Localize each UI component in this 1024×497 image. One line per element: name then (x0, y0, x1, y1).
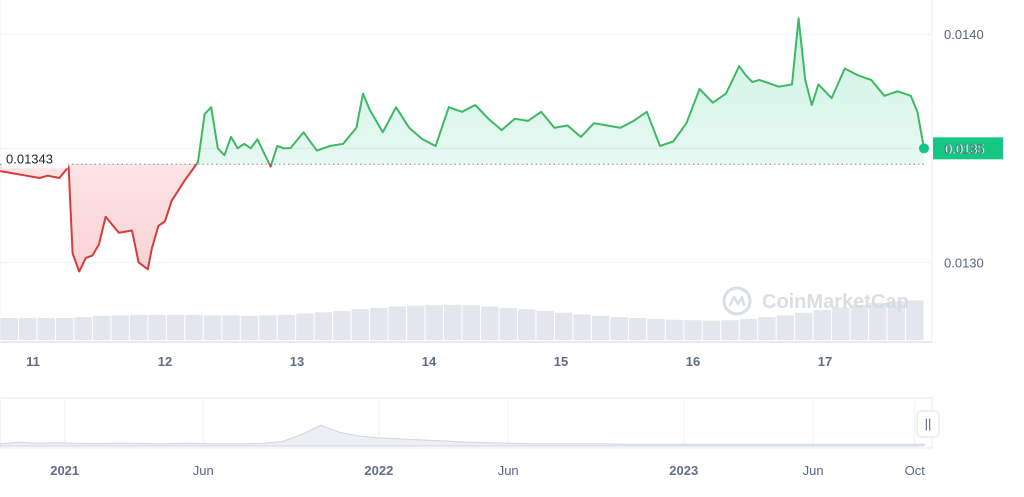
volume-bar (610, 317, 628, 340)
volume-bar (480, 306, 499, 340)
volume-bar (370, 307, 388, 340)
volume-bar (55, 318, 74, 340)
navigator-tick-label: Jun (803, 463, 824, 478)
volume-bar (74, 317, 92, 340)
volume-bar (240, 315, 259, 340)
price-line-up (195, 17, 924, 165)
navigator-tick-label: Jun (498, 463, 519, 478)
watermark-text: CoinMarketCap (762, 291, 909, 313)
volume-bar (536, 310, 554, 340)
navigator-area (0, 424, 925, 447)
volume-bar (813, 310, 832, 340)
volume-bar (684, 320, 702, 340)
volume-bar (739, 318, 758, 340)
navigator-tick-label: Oct (905, 463, 926, 478)
price-line-down (0, 164, 273, 273)
x-tick-label: 11 (26, 354, 40, 369)
volume-bar (850, 304, 869, 340)
volume-bar (37, 318, 55, 340)
logo-mark-icon (728, 295, 746, 307)
navigator: || 2021 Jun 2022 Jun 2023 Jun Oct (0, 397, 940, 478)
volume-bar (702, 320, 721, 340)
current-price-tag-text: 0.0135 (945, 141, 985, 156)
coinmarketcap-logo-icon (722, 286, 752, 316)
navigator-handle[interactable]: || (916, 410, 940, 438)
volume-bar (407, 305, 425, 340)
reference-label-bg (2, 150, 68, 169)
x-tick-label: 13 (290, 354, 304, 369)
volume-bar (776, 315, 795, 340)
volume-bar (314, 312, 333, 340)
volume-bar (148, 314, 166, 340)
volume-bar (554, 312, 573, 340)
x-tick-label: 14 (422, 354, 437, 369)
volume-bar (425, 305, 444, 340)
navigator-tick-label: 2022 (364, 463, 393, 478)
volume-bar (628, 318, 647, 340)
current-price-tag-bg (933, 137, 1003, 160)
volume-bar (499, 307, 517, 340)
volume-bar (647, 318, 665, 340)
volume-bar (259, 315, 277, 340)
watermark-logo: CoinMarketCap (722, 286, 909, 316)
volume-bar (444, 304, 462, 340)
volume-bar (351, 309, 370, 340)
reference-price-label: 0.01343 (6, 151, 53, 166)
volume-bar (111, 315, 129, 340)
volume-bar (18, 318, 37, 340)
volume-bar (185, 314, 203, 340)
volume-bar (721, 320, 739, 340)
navigator-frame (0, 397, 933, 449)
volume-bar (665, 319, 684, 340)
y-axis-ticks: 0.0140 0.0135 0.0130 (944, 27, 984, 270)
volume-bar (0, 318, 18, 340)
y-tick-label: 0.0135 (944, 141, 984, 156)
volume-bars (0, 300, 924, 340)
current-price-dot (919, 143, 929, 154)
volume-bar (333, 310, 351, 340)
volume-bar (462, 305, 480, 340)
volume-bar (222, 315, 240, 340)
volume-bar (92, 315, 111, 340)
navigator-tick-label: 2023 (669, 463, 698, 478)
volume-bar (869, 303, 887, 340)
volume-bar (388, 306, 407, 340)
volume-bar (832, 307, 850, 340)
volume-bar (277, 314, 296, 340)
volume-bar (795, 312, 813, 340)
navigator-x-ticks: 2021 Jun 2022 Jun 2023 Jun Oct (50, 463, 925, 478)
x-axis-ticks: 11 12 13 14 15 16 17 (26, 354, 832, 369)
x-tick-label: 17 (818, 354, 832, 369)
y-tick-label: 0.0140 (944, 27, 984, 42)
volume-bar (887, 301, 906, 340)
x-tick-label: 12 (158, 354, 172, 369)
x-tick-label: 15 (554, 354, 568, 369)
volume-bar (166, 314, 185, 340)
volume-bar (591, 315, 610, 340)
volume-bar (758, 317, 776, 340)
navigator-handle-icon: || (925, 416, 932, 431)
current-price-tag: 0.0135 (933, 137, 1003, 160)
price-area-down (0, 164, 924, 272)
volume-bar (296, 313, 314, 340)
price-area-up (196, 18, 924, 165)
navigator-tick-label: Jun (193, 463, 214, 478)
y-tick-label: 0.0130 (944, 255, 984, 270)
volume-bar (906, 300, 924, 340)
volume-bar (517, 309, 536, 340)
volume-bar (203, 315, 222, 340)
volume-bar (573, 314, 591, 340)
x-tick-label: 16 (686, 354, 700, 369)
navigator-handle-button[interactable] (916, 410, 940, 438)
volume-bar (129, 314, 148, 340)
navigator-tick-label: 2021 (50, 463, 79, 478)
